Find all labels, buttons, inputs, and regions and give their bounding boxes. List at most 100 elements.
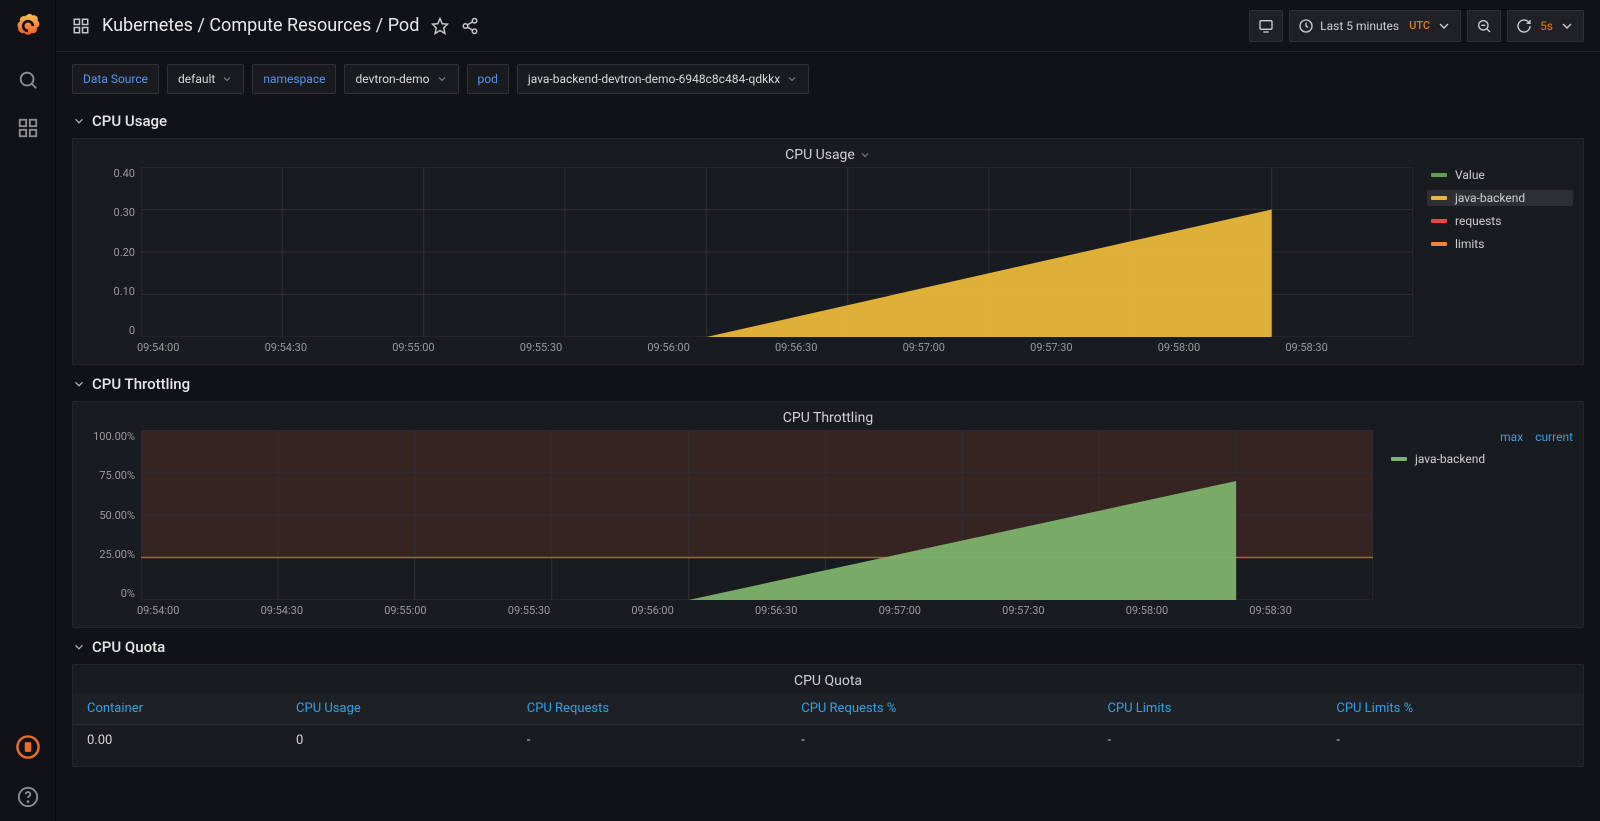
panel-cpu-usage-title[interactable]: CPU Usage — [73, 147, 1583, 167]
table-column-header[interactable]: CPU Usage — [282, 693, 513, 725]
legend-header-col[interactable]: max — [1500, 430, 1523, 444]
cpu-usage-y-axis: 0.400.300.200.100 — [83, 167, 141, 337]
row-cpu-throttling[interactable]: CPU Throttling — [72, 375, 1584, 393]
time-picker-button[interactable]: Last 5 minutes UTC — [1289, 10, 1461, 42]
table-row: 0.000---- — [73, 725, 1583, 757]
row-cpu-usage[interactable]: CPU Usage — [72, 112, 1584, 130]
var-datasource-label: Data Source — [72, 64, 159, 94]
chevron-down-icon — [72, 640, 86, 654]
profile-icon[interactable] — [14, 733, 42, 761]
table-column-header[interactable]: CPU Requests — [513, 693, 788, 725]
legend-header-col[interactable]: current — [1535, 430, 1573, 444]
table-column-header[interactable]: Container — [73, 693, 282, 725]
panel-cpu-throttling-title[interactable]: CPU Throttling — [73, 410, 1583, 430]
axis-tick: 09:57:00 — [903, 341, 1031, 354]
axis-tick: 09:57:30 — [1002, 604, 1126, 617]
axis-tick: 09:54:30 — [261, 604, 385, 617]
table-header-row: ContainerCPU UsageCPU RequestsCPU Reques… — [73, 693, 1583, 725]
legend-swatch — [1391, 457, 1407, 461]
var-pod-label: pod — [467, 64, 509, 94]
legend-label: Value — [1455, 168, 1485, 182]
table-cell: 0 — [282, 725, 513, 757]
chevron-down-icon — [72, 114, 86, 128]
axis-tick: 0% — [121, 587, 135, 600]
axis-tick: 09:55:00 — [392, 341, 520, 354]
panel-cpu-quota: CPU Quota ContainerCPU UsageCPU Requests… — [72, 664, 1584, 767]
legend-item[interactable]: limits — [1427, 236, 1573, 252]
axis-tick: 09:56:00 — [631, 604, 755, 617]
table-cell: - — [1093, 725, 1322, 757]
axis-tick: 50.00% — [99, 509, 135, 522]
axis-tick: 09:56:00 — [647, 341, 775, 354]
topbar: Kubernetes / Compute Resources / Pod Las… — [56, 0, 1600, 52]
row-cpu-quota[interactable]: CPU Quota — [72, 638, 1584, 656]
table-column-header[interactable]: CPU Limits — [1093, 693, 1322, 725]
legend-label: limits — [1455, 237, 1484, 251]
dashboards-icon[interactable] — [16, 116, 40, 140]
axis-tick: 09:54:00 — [137, 341, 265, 354]
legend-item[interactable]: java-backend — [1427, 190, 1573, 206]
table-column-header[interactable]: CPU Limits % — [1322, 693, 1583, 725]
chevron-down-icon — [1559, 18, 1575, 34]
axis-tick: 09:54:30 — [265, 341, 393, 354]
axis-tick: 09:55:30 — [508, 604, 632, 617]
axis-tick: 0.40 — [114, 167, 135, 180]
grafana-logo[interactable] — [14, 12, 42, 44]
var-namespace-value[interactable]: devtron-demo — [344, 64, 458, 94]
axis-tick: 09:58:30 — [1249, 604, 1373, 617]
star-icon[interactable] — [431, 17, 449, 35]
legend-header: max current — [1387, 430, 1573, 444]
axis-tick: 0.10 — [114, 285, 135, 298]
axis-tick: 09:57:00 — [879, 604, 1003, 617]
axis-tick: 25.00% — [99, 548, 135, 561]
axis-tick: 09:56:30 — [775, 341, 903, 354]
var-namespace-label: namespace — [252, 64, 336, 94]
time-picker-label: Last 5 minutes — [1320, 19, 1399, 33]
chevron-down-icon — [786, 73, 798, 85]
zoom-out-button[interactable] — [1467, 10, 1501, 42]
chevron-down-icon — [859, 149, 871, 161]
chevron-down-icon — [436, 73, 448, 85]
panel-grid-icon — [72, 17, 90, 35]
search-icon[interactable] — [16, 68, 40, 92]
var-pod-value[interactable]: java-backend-devtron-demo-6948c8c484-qdk… — [517, 64, 809, 94]
legend-swatch — [1431, 219, 1447, 223]
cpu-throttling-legend: max current java-backend — [1373, 430, 1573, 600]
panel-cpu-quota-title[interactable]: CPU Quota — [73, 673, 1583, 693]
legend-item[interactable]: java-backend — [1387, 451, 1573, 467]
axis-tick: 09:57:30 — [1030, 341, 1158, 354]
axis-tick: 09:55:30 — [520, 341, 648, 354]
legend-swatch — [1431, 173, 1447, 177]
table-cell: - — [787, 725, 1093, 757]
refresh-button[interactable]: 5s — [1507, 10, 1584, 42]
axis-tick: 0.30 — [114, 206, 135, 219]
legend-item[interactable]: Value — [1427, 167, 1573, 183]
chevron-down-icon — [1436, 18, 1452, 34]
axis-tick: 09:54:00 — [137, 604, 261, 617]
sidebar — [0, 0, 56, 821]
axis-tick: 0 — [129, 324, 135, 337]
axis-tick: 09:58:00 — [1126, 604, 1250, 617]
cpu-quota-table: ContainerCPU UsageCPU RequestsCPU Reques… — [73, 693, 1583, 756]
legend-label: java-backend — [1415, 452, 1485, 466]
share-icon[interactable] — [461, 17, 479, 35]
legend-swatch — [1431, 196, 1447, 200]
cpu-usage-chart[interactable] — [141, 167, 1413, 337]
axis-tick: 09:55:00 — [384, 604, 508, 617]
legend-item[interactable]: requests — [1427, 213, 1573, 229]
breadcrumb[interactable]: Kubernetes / Compute Resources / Pod — [102, 15, 419, 36]
content: CPU Usage CPU Usage 0.400.300.200.100 Va… — [56, 94, 1600, 821]
help-icon[interactable] — [16, 785, 40, 809]
legend-label: requests — [1455, 214, 1501, 228]
table-column-header[interactable]: CPU Requests % — [787, 693, 1093, 725]
time-picker-tz: UTC — [1409, 19, 1430, 32]
tv-mode-button[interactable] — [1249, 10, 1283, 42]
refresh-interval: 5s — [1540, 19, 1553, 33]
var-datasource-value[interactable]: default — [167, 64, 244, 94]
cpu-usage-x-axis: 09:54:0009:54:3009:55:0009:55:3009:56:00… — [73, 337, 1583, 354]
axis-tick: 09:56:30 — [755, 604, 879, 617]
axis-tick: 100.00% — [93, 430, 135, 443]
chevron-down-icon — [72, 377, 86, 391]
cpu-throttling-chart[interactable] — [141, 430, 1373, 600]
table-cell: - — [1322, 725, 1583, 757]
